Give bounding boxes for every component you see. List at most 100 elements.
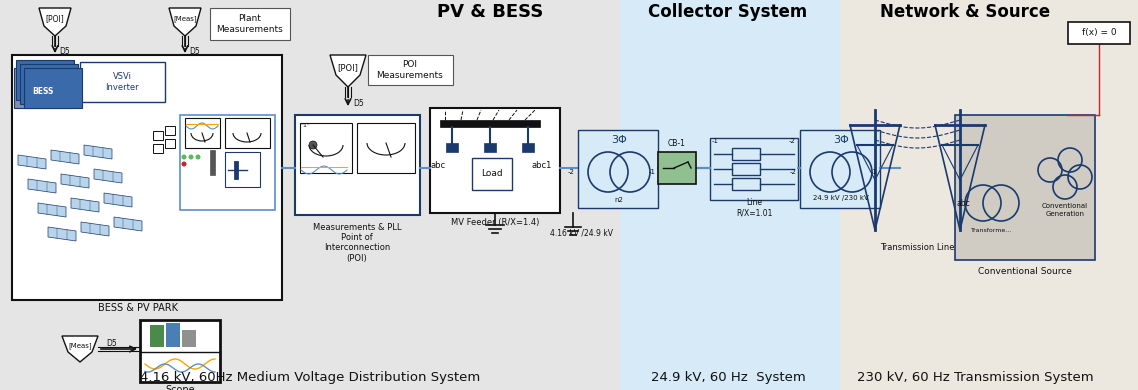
Text: Conventional Source: Conventional Source xyxy=(978,268,1072,277)
Polygon shape xyxy=(18,155,46,169)
Text: Plant
Measurements: Plant Measurements xyxy=(216,14,283,34)
Text: [POI]: [POI] xyxy=(338,64,358,73)
Polygon shape xyxy=(104,193,132,207)
Text: PV & BESS: PV & BESS xyxy=(437,3,543,21)
Text: -1: -1 xyxy=(712,138,719,144)
Text: [Meas]: [Meas] xyxy=(68,343,92,349)
Circle shape xyxy=(310,141,318,149)
Text: [Meas]: [Meas] xyxy=(173,16,197,22)
Bar xyxy=(14,68,72,108)
Text: VSVi
Inverter: VSVi Inverter xyxy=(105,72,139,92)
Polygon shape xyxy=(71,198,99,212)
Polygon shape xyxy=(81,222,109,236)
Text: abc: abc xyxy=(956,199,970,207)
Text: Load: Load xyxy=(481,170,503,179)
Circle shape xyxy=(181,161,187,167)
Polygon shape xyxy=(94,169,122,183)
Text: "1": "1" xyxy=(300,123,310,128)
Bar xyxy=(658,152,696,184)
Bar xyxy=(295,115,420,215)
Bar xyxy=(800,130,880,208)
Bar xyxy=(522,143,534,152)
Bar xyxy=(13,55,282,300)
Text: Point of: Point of xyxy=(341,234,373,243)
Bar xyxy=(446,143,457,152)
Bar xyxy=(472,158,512,190)
Bar xyxy=(20,64,79,104)
Bar xyxy=(24,68,82,108)
Text: Collector System: Collector System xyxy=(649,3,808,21)
Text: D5: D5 xyxy=(59,46,71,55)
Text: Transmission Line: Transmission Line xyxy=(880,243,955,252)
Circle shape xyxy=(181,154,187,160)
Text: 4.16 kV, 60Hz Medium Voltage Distribution System: 4.16 kV, 60Hz Medium Voltage Distributio… xyxy=(140,372,480,385)
Polygon shape xyxy=(170,8,201,36)
Text: 3Φ: 3Φ xyxy=(611,135,627,145)
Text: 230 kV, 60 Hz Transmission System: 230 kV, 60 Hz Transmission System xyxy=(857,372,1094,385)
Text: abc: abc xyxy=(430,161,446,170)
Bar xyxy=(140,320,220,382)
Polygon shape xyxy=(330,55,366,87)
Bar xyxy=(710,138,798,200)
Text: Line
R/X=1.01: Line R/X=1.01 xyxy=(736,198,773,218)
Bar xyxy=(182,330,196,347)
Bar xyxy=(211,8,290,40)
Bar xyxy=(620,0,840,390)
Text: D5: D5 xyxy=(190,46,200,55)
Polygon shape xyxy=(84,145,112,159)
Bar xyxy=(440,120,541,127)
Bar xyxy=(430,108,560,213)
Text: [POI]: [POI] xyxy=(46,14,65,23)
Text: -2: -2 xyxy=(789,138,795,144)
Circle shape xyxy=(196,154,200,160)
Bar xyxy=(152,131,163,140)
Bar xyxy=(180,115,275,210)
Bar xyxy=(732,178,760,190)
Bar xyxy=(955,115,1095,260)
Text: MV Feeder (R/X=1.4): MV Feeder (R/X=1.4) xyxy=(451,218,539,227)
Text: abc1: abc1 xyxy=(531,161,552,170)
Bar xyxy=(211,150,215,175)
Text: 24.9 kV /230 kV: 24.9 kV /230 kV xyxy=(814,195,869,201)
Bar xyxy=(846,100,990,245)
Polygon shape xyxy=(38,203,66,217)
Bar xyxy=(185,118,220,148)
Polygon shape xyxy=(61,336,98,362)
Text: Conventional
Generation: Conventional Generation xyxy=(1042,204,1088,216)
Bar xyxy=(732,148,760,160)
Bar xyxy=(225,118,270,148)
Text: n2: n2 xyxy=(615,197,624,203)
Text: Scope: Scope xyxy=(165,385,195,390)
Bar xyxy=(80,62,165,102)
Text: CB-1: CB-1 xyxy=(668,140,686,149)
Text: Network & Source: Network & Source xyxy=(880,3,1050,21)
Bar xyxy=(150,325,164,347)
Text: -2: -2 xyxy=(790,169,797,175)
Bar xyxy=(578,130,658,208)
Bar xyxy=(165,139,175,148)
Polygon shape xyxy=(48,227,76,241)
Bar xyxy=(732,163,760,175)
Text: Interconnection: Interconnection xyxy=(324,243,390,252)
Polygon shape xyxy=(39,8,71,36)
Text: D5: D5 xyxy=(107,340,117,349)
Text: POI
Measurements: POI Measurements xyxy=(377,60,444,80)
Polygon shape xyxy=(61,174,89,188)
Text: (POI): (POI) xyxy=(347,254,368,262)
Polygon shape xyxy=(114,217,142,231)
Bar xyxy=(152,144,163,153)
Text: BESS & PV PARK: BESS & PV PARK xyxy=(98,303,178,313)
Text: Transforme...: Transforme... xyxy=(972,227,1013,232)
Polygon shape xyxy=(28,179,56,193)
Circle shape xyxy=(189,154,193,160)
Text: 24.9 kV, 60 Hz  System: 24.9 kV, 60 Hz System xyxy=(651,372,806,385)
Text: -1: -1 xyxy=(871,169,877,175)
Bar xyxy=(484,143,496,152)
Bar xyxy=(165,126,175,135)
Bar xyxy=(16,60,74,100)
Text: 4.16 kV /24.9 kV: 4.16 kV /24.9 kV xyxy=(551,229,613,238)
Bar xyxy=(300,123,352,173)
Bar xyxy=(225,152,259,187)
Bar xyxy=(357,123,415,173)
Bar xyxy=(1067,22,1130,44)
